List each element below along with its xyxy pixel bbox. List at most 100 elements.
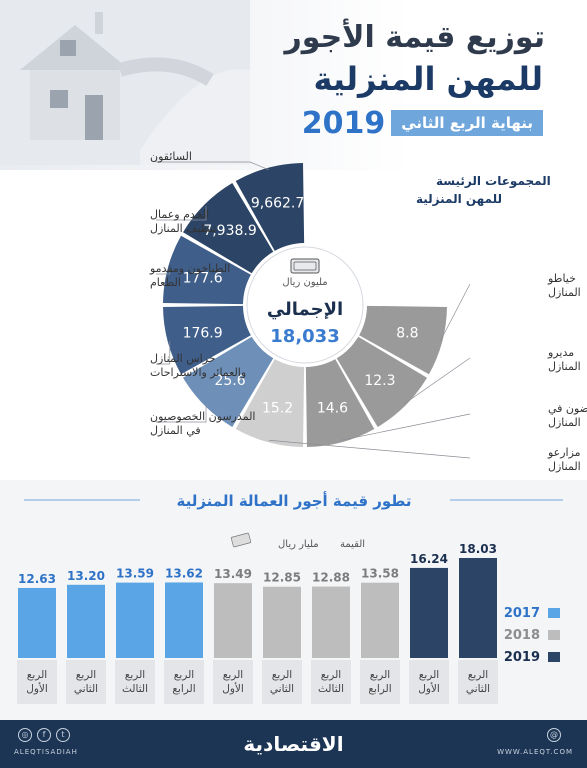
- money-icon: [230, 532, 252, 548]
- bar: [165, 582, 203, 658]
- bar-value-label: 12.63: [18, 572, 56, 586]
- bar-category-label: الربع الرابع: [368, 669, 391, 695]
- bar-category-label: الربع الأول: [418, 669, 440, 695]
- bar-category-box: [311, 660, 351, 704]
- bar-value-label: 13.20: [67, 569, 105, 583]
- bar-category-box: [17, 660, 57, 704]
- bar-category-label: الربع الثالث: [122, 669, 148, 695]
- donut-value-label: 15.2: [262, 400, 293, 416]
- chart-canvas: 9,662.7 7,938.9 177.6 176.9 25.6 15.2 14.6 12.3…: [17, 150, 587, 704]
- bar-category-label: الربع الثاني: [270, 669, 294, 695]
- donut-leader-line: [341, 413, 471, 441]
- donut-slice: [163, 235, 251, 305]
- subtitle-box: بنهاية الربع الثاني 2019: [296, 105, 543, 141]
- donut-category-label: الخدم وعمال تنظيف المنازل: [150, 208, 216, 235]
- donut-center-unit: مليون ريال: [282, 277, 327, 288]
- subtitle: بنهاية الربع الثاني: [391, 110, 543, 136]
- donut-value-label: 9,662.7: [251, 196, 304, 212]
- subtitle-year: 2019: [301, 105, 386, 141]
- bar-category-box: [115, 660, 155, 704]
- donut-leader-line: [156, 161, 269, 171]
- bar-category-label: الربع الثاني: [74, 669, 98, 695]
- bar-category-box: [458, 660, 498, 704]
- donut-leader-line: [403, 357, 471, 405]
- facebook-icon[interactable]: f: [37, 728, 51, 742]
- bar-category-label: الربع الثالث: [318, 669, 344, 695]
- footer-logo: الاقتصادية: [243, 732, 344, 756]
- bar-category-box: [66, 660, 106, 704]
- money-icon: [290, 258, 320, 274]
- legend-label: 2017: [504, 606, 540, 621]
- donut-category-label: مزارعو المنازل: [547, 446, 581, 473]
- bar-value-label: 16.24: [410, 552, 448, 566]
- footer-handle: ALEQTISADIAH: [14, 748, 78, 756]
- bar-category-box: [360, 660, 400, 704]
- legend-label: 2019: [504, 650, 540, 665]
- bar-category-box: [409, 660, 449, 704]
- donut-value-label: 14.6: [317, 400, 348, 416]
- bar-value-label: 12.88: [312, 571, 350, 585]
- twitter-icon[interactable]: t: [56, 728, 70, 742]
- footer-site[interactable]: WWW.ALEQT.COM: [497, 748, 573, 756]
- instagram-icon[interactable]: ◎: [18, 728, 32, 742]
- house-illustration: [0, 0, 250, 165]
- donut-value-label: 8.8: [396, 325, 418, 341]
- bar-category-label: الربع الرابع: [172, 669, 195, 695]
- donut-value-label: 12.3: [364, 373, 395, 389]
- bar-unit: مليار ريال: [278, 539, 319, 550]
- donut-slice: [235, 359, 305, 447]
- bar-chart: تطور قيمة أجور العمالة المنزلية القيمة ملي…: [17, 491, 563, 704]
- donut-value-label: 25.6: [214, 373, 245, 389]
- bar: [214, 583, 252, 658]
- group-label-line-1: المجموعات الرئيسة: [436, 174, 551, 189]
- bar-value-label: 13.62: [165, 566, 203, 580]
- web-icon[interactable]: @: [547, 728, 561, 742]
- bar-value-label: 18.03: [459, 542, 497, 556]
- legend-swatch: [548, 630, 560, 640]
- donut-leader-line: [156, 403, 207, 423]
- donut-leader-line: [156, 268, 171, 275]
- bar-value-label: 13.58: [361, 567, 399, 581]
- donut-leader-line: [156, 206, 207, 221]
- donut-category-label: المدرسون الخصوصيون في المنازل: [150, 410, 255, 437]
- donut-center-circle: [246, 246, 364, 364]
- donut-leader-line: [268, 439, 471, 459]
- legend-label: 2018: [504, 628, 540, 643]
- bar: [410, 567, 448, 658]
- donut-slice: [183, 336, 274, 427]
- bar-category-box: [213, 660, 253, 704]
- bar: [18, 587, 56, 658]
- group-label-line-2: للمهن المنزلية: [416, 192, 502, 206]
- bar: [263, 586, 301, 658]
- donut-center-label: الإجمالي: [267, 299, 343, 320]
- bar-category-box: [164, 660, 204, 704]
- donut-slice: [235, 163, 305, 251]
- donut-value-label: 176.9: [183, 325, 223, 341]
- bar-category-label: الربع الأول: [26, 669, 48, 695]
- donut-slice: [183, 183, 274, 274]
- bar: [67, 584, 105, 658]
- donut-slice: [305, 359, 375, 447]
- hero-banner: توزيع قيمة الأجور للمهن المنزلية بنهاية …: [0, 0, 587, 170]
- bar-value-label: 13.49: [214, 567, 252, 581]
- donut-labels: السائقون الخدم وعمال تنظيف المنازل الطباخون…: [149, 150, 587, 473]
- bar-category-label: الربع الأول: [222, 669, 244, 695]
- donut-slice: [163, 305, 251, 375]
- bar-category-box: [262, 660, 302, 704]
- title-line-1: توزيع قيمة الأجور: [284, 20, 545, 55]
- footer: ◎ f t ALEQTISADIAH الاقتصادية @ WWW.ALEQ…: [0, 720, 587, 768]
- legend-swatch: [548, 652, 560, 662]
- legend-swatch: [548, 608, 560, 618]
- bar: [361, 582, 399, 658]
- title-line-2: للمهن المنزلية: [313, 60, 543, 98]
- bar-ylabel: القيمة: [340, 539, 365, 550]
- donut-category-label: مديرو المنازل: [547, 346, 581, 373]
- donut-slice: [336, 336, 427, 427]
- donut-category-label: حراس المنازل والعمائر والاستراحات: [150, 352, 246, 379]
- bar-chart-title: تطور قيمة أجور العمالة المنزلية: [176, 491, 411, 510]
- donut-category-label: السائقون: [150, 150, 192, 163]
- bar: [116, 582, 154, 658]
- donut-category-label: الطباخون ومقدمو الطعام: [149, 262, 230, 289]
